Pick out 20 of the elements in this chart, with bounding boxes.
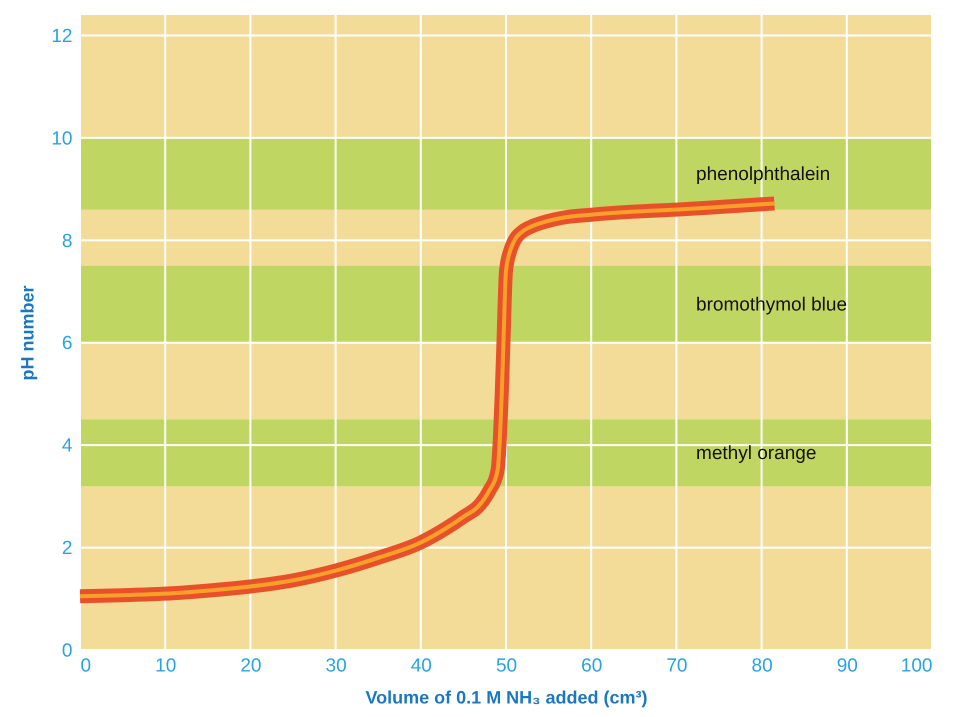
x-axis-title: Volume of 0.1 M NH₃ added (cm³) <box>365 688 648 708</box>
y-tick-label: 8 <box>62 230 72 252</box>
y-tick-label: 0 <box>62 640 72 662</box>
x-tick-label: 90 <box>836 656 858 676</box>
x-tick-label: 30 <box>326 656 347 676</box>
x-tick-label: 60 <box>581 656 602 676</box>
x-tick-label: 40 <box>410 656 432 676</box>
y-tick-label: 12 <box>51 26 72 47</box>
y-tick-label: 6 <box>62 333 72 354</box>
x-tick-label: 20 <box>240 656 262 676</box>
x-tick-label: 0 <box>80 656 92 676</box>
x-tick-label: 10 <box>155 656 176 676</box>
y-tick-label: 4 <box>62 436 73 457</box>
x-tick-label: 100 <box>900 656 932 676</box>
x-tick-label: 50 <box>496 656 518 676</box>
y-axis-title: pH number <box>17 285 38 381</box>
y-tick-label: 10 <box>51 128 72 150</box>
x-tick-label: 80 <box>752 656 773 676</box>
x-tick-label: 70 <box>666 656 688 676</box>
y-tick-label: 2 <box>62 538 72 560</box>
